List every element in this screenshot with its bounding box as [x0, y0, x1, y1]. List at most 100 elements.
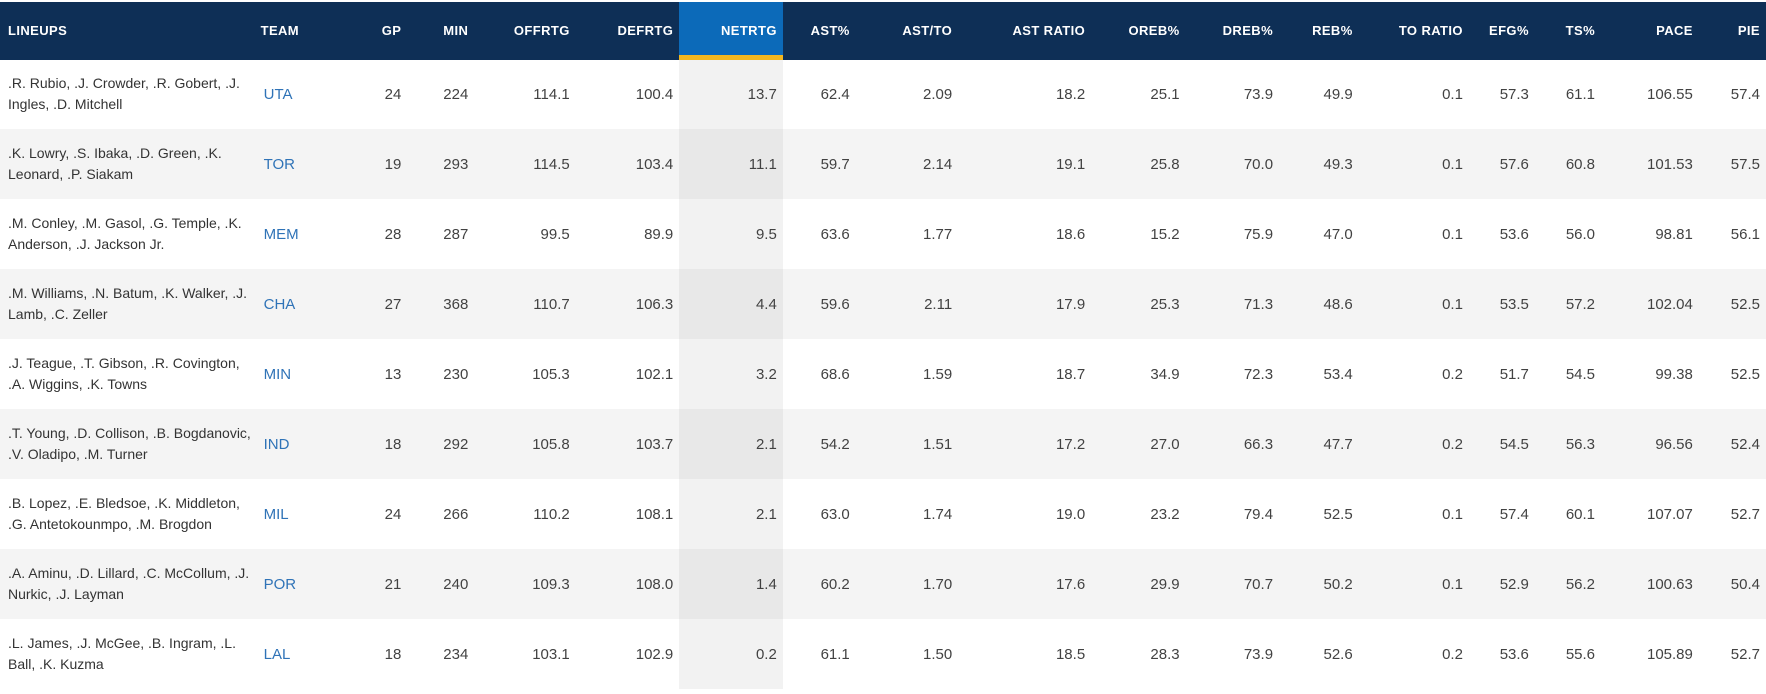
team-link[interactable]: CHA — [263, 295, 296, 313]
cell-efg-pct: 57.6 — [1468, 129, 1535, 199]
cell-ast-pct: 62.4 — [820, 85, 850, 103]
cell-ast-to: 2.14 — [856, 129, 960, 199]
cell-ast-ratio: 17.6 — [959, 549, 1092, 619]
table-row[interactable]: .R. Rubio, .J. Crowder, .R. Gobert, .J. … — [0, 59, 1766, 129]
cell-ast-pct: 68.6 — [820, 365, 850, 383]
cell-min: 368 — [407, 269, 474, 339]
column-header-reb-pct[interactable]: REB% — [1280, 2, 1360, 60]
column-header-to-ratio[interactable]: TO RATIO — [1359, 2, 1469, 60]
column-header-lineups[interactable]: LINEUPS — [0, 2, 253, 60]
cell-defrtg: 100.4 — [635, 85, 674, 103]
table-row[interactable]: .K. Lowry, .S. Ibaka, .D. Green, .K. Leo… — [0, 129, 1766, 199]
column-header-label: LINEUPS — [8, 22, 68, 38]
table-row[interactable]: .M. Conley, .M. Gasol, .G. Temple, .K. A… — [0, 199, 1766, 269]
cell-team: TOR — [252, 129, 333, 199]
team-link[interactable]: MIL — [263, 505, 289, 523]
cell-ast-pct: 59.6 — [782, 269, 857, 339]
cell-min: 292 — [407, 409, 474, 479]
column-header-netrtg[interactable]: NETRTG — [679, 2, 783, 60]
top-divider — [0, 0, 1766, 2]
cell-defrtg: 108.0 — [575, 549, 680, 619]
cell-min: 234 — [443, 645, 469, 663]
cell-dreb-pct: 73.9 — [1243, 85, 1274, 103]
column-header-gp[interactable]: GP — [332, 2, 408, 60]
cell-pie: 52.5 — [1699, 269, 1766, 339]
cell-gp: 28 — [384, 225, 402, 243]
cell-oreb-pct: 29.9 — [1091, 549, 1186, 619]
cell-to-ratio: 0.1 — [1359, 549, 1469, 619]
team-link[interactable]: UTA — [263, 85, 293, 103]
column-header-oreb-pct[interactable]: OREB% — [1091, 2, 1186, 60]
column-header-dreb-pct[interactable]: DREB% — [1185, 2, 1281, 60]
cell-ast-ratio: 18.6 — [1055, 225, 1086, 243]
column-header-defrtg[interactable]: DEFRTG — [575, 2, 680, 60]
column-header-label: TS% — [1565, 22, 1596, 38]
table-row[interactable]: .B. Lopez, .E. Bledsoe, .K. Middleton, .… — [0, 479, 1766, 549]
cell-ast-to: 1.74 — [922, 505, 953, 523]
column-header-label: AST% — [810, 22, 850, 38]
cell-dreb-pct: 70.0 — [1185, 129, 1281, 199]
team-link[interactable]: POR — [263, 575, 297, 593]
team-link[interactable]: TOR — [263, 155, 296, 173]
cell-lineup: .B. Lopez, .E. Bledsoe, .K. Middleton, .… — [8, 495, 240, 532]
cell-ast-pct: 54.2 — [782, 409, 857, 479]
cell-pace: 96.56 — [1602, 409, 1700, 479]
table-row[interactable]: .A. Aminu, .D. Lillard, .C. McCollum, .J… — [0, 549, 1766, 619]
cell-gp: 19 — [332, 129, 408, 199]
column-header-pie[interactable]: PIE — [1699, 2, 1766, 60]
cell-oreb-pct: 23.2 — [1150, 505, 1180, 523]
cell-lineup: .L. James, .J. McGee, .B. Ingram, .L. Ba… — [8, 635, 236, 672]
cell-ts-pct: 54.5 — [1565, 365, 1596, 383]
cell-ast-ratio: 17.9 — [959, 269, 1092, 339]
column-header-ast-ratio[interactable]: AST RATIO — [959, 2, 1092, 60]
cell-offrtg: 105.3 — [532, 365, 570, 383]
cell-gp: 27 — [332, 269, 408, 339]
cell-ast-ratio: 19.0 — [1055, 505, 1086, 523]
cell-to-ratio: 0.1 — [1442, 505, 1463, 523]
cell-lineup: .A. Aminu, .D. Lillard, .C. McCollum, .J… — [0, 549, 253, 619]
cell-min: 293 — [407, 129, 474, 199]
cell-netrtg: 0.2 — [679, 619, 783, 689]
cell-offrtg: 99.5 — [540, 225, 570, 243]
cell-ast-to: 1.70 — [856, 549, 960, 619]
cell-to-ratio: 0.1 — [1359, 269, 1469, 339]
cell-reb-pct: 49.9 — [1323, 85, 1353, 103]
cell-reb-pct: 52.5 — [1323, 505, 1353, 523]
cell-ast-ratio: 19.1 — [959, 129, 1092, 199]
cell-ast-pct: 59.7 — [782, 129, 857, 199]
cell-pace: 98.81 — [1655, 225, 1693, 243]
table-row[interactable]: .J. Teague, .T. Gibson, .R. Covington, .… — [0, 339, 1766, 409]
cell-ts-pct: 56.0 — [1565, 225, 1596, 243]
cell-pie: 52.7 — [1730, 645, 1760, 663]
cell-pace: 100.63 — [1602, 549, 1700, 619]
cell-pace: 106.55 — [1646, 85, 1693, 103]
column-header-ts-pct[interactable]: TS% — [1534, 2, 1603, 60]
cell-min: 287 — [443, 225, 469, 243]
cell-pie: 57.5 — [1699, 129, 1766, 199]
cell-ast-to: 2.09 — [922, 85, 953, 103]
column-header-ast-pct[interactable]: AST% — [782, 2, 857, 60]
cell-min: 230 — [443, 365, 469, 383]
cell-netrtg: 2.1 — [679, 479, 783, 549]
column-header-offrtg[interactable]: OFFRTG — [473, 2, 576, 60]
cell-pie: 52.4 — [1699, 409, 1766, 479]
team-link[interactable]: MEM — [263, 225, 299, 243]
column-header-label: GP — [381, 22, 402, 38]
cell-ast-ratio: 18.2 — [1055, 85, 1086, 103]
table-row[interactable]: .L. James, .J. McGee, .B. Ingram, .L. Ba… — [0, 619, 1766, 689]
cell-ast-ratio: 18.5 — [1055, 645, 1086, 663]
column-header-efg-pct[interactable]: EFG% — [1468, 2, 1535, 60]
team-link[interactable]: LAL — [263, 645, 291, 663]
team-link[interactable]: IND — [263, 435, 290, 453]
table-row[interactable]: .M. Williams, .N. Batum, .K. Walker, .J.… — [0, 269, 1766, 339]
cell-ast-ratio: 18.7 — [1055, 365, 1086, 383]
column-header-team[interactable]: TEAM — [252, 2, 333, 60]
column-header-ast-to[interactable]: AST/TO — [856, 2, 960, 60]
column-header-min[interactable]: MIN — [407, 2, 474, 60]
cell-pie: 52.7 — [1730, 505, 1760, 523]
cell-offrtg: 105.8 — [473, 409, 576, 479]
column-header-pace[interactable]: PACE — [1602, 2, 1700, 60]
table-row[interactable]: .T. Young, .D. Collison, .B. Bogdanovic,… — [0, 409, 1766, 479]
team-link[interactable]: MIN — [263, 365, 292, 383]
cell-efg-pct: 54.5 — [1468, 409, 1535, 479]
